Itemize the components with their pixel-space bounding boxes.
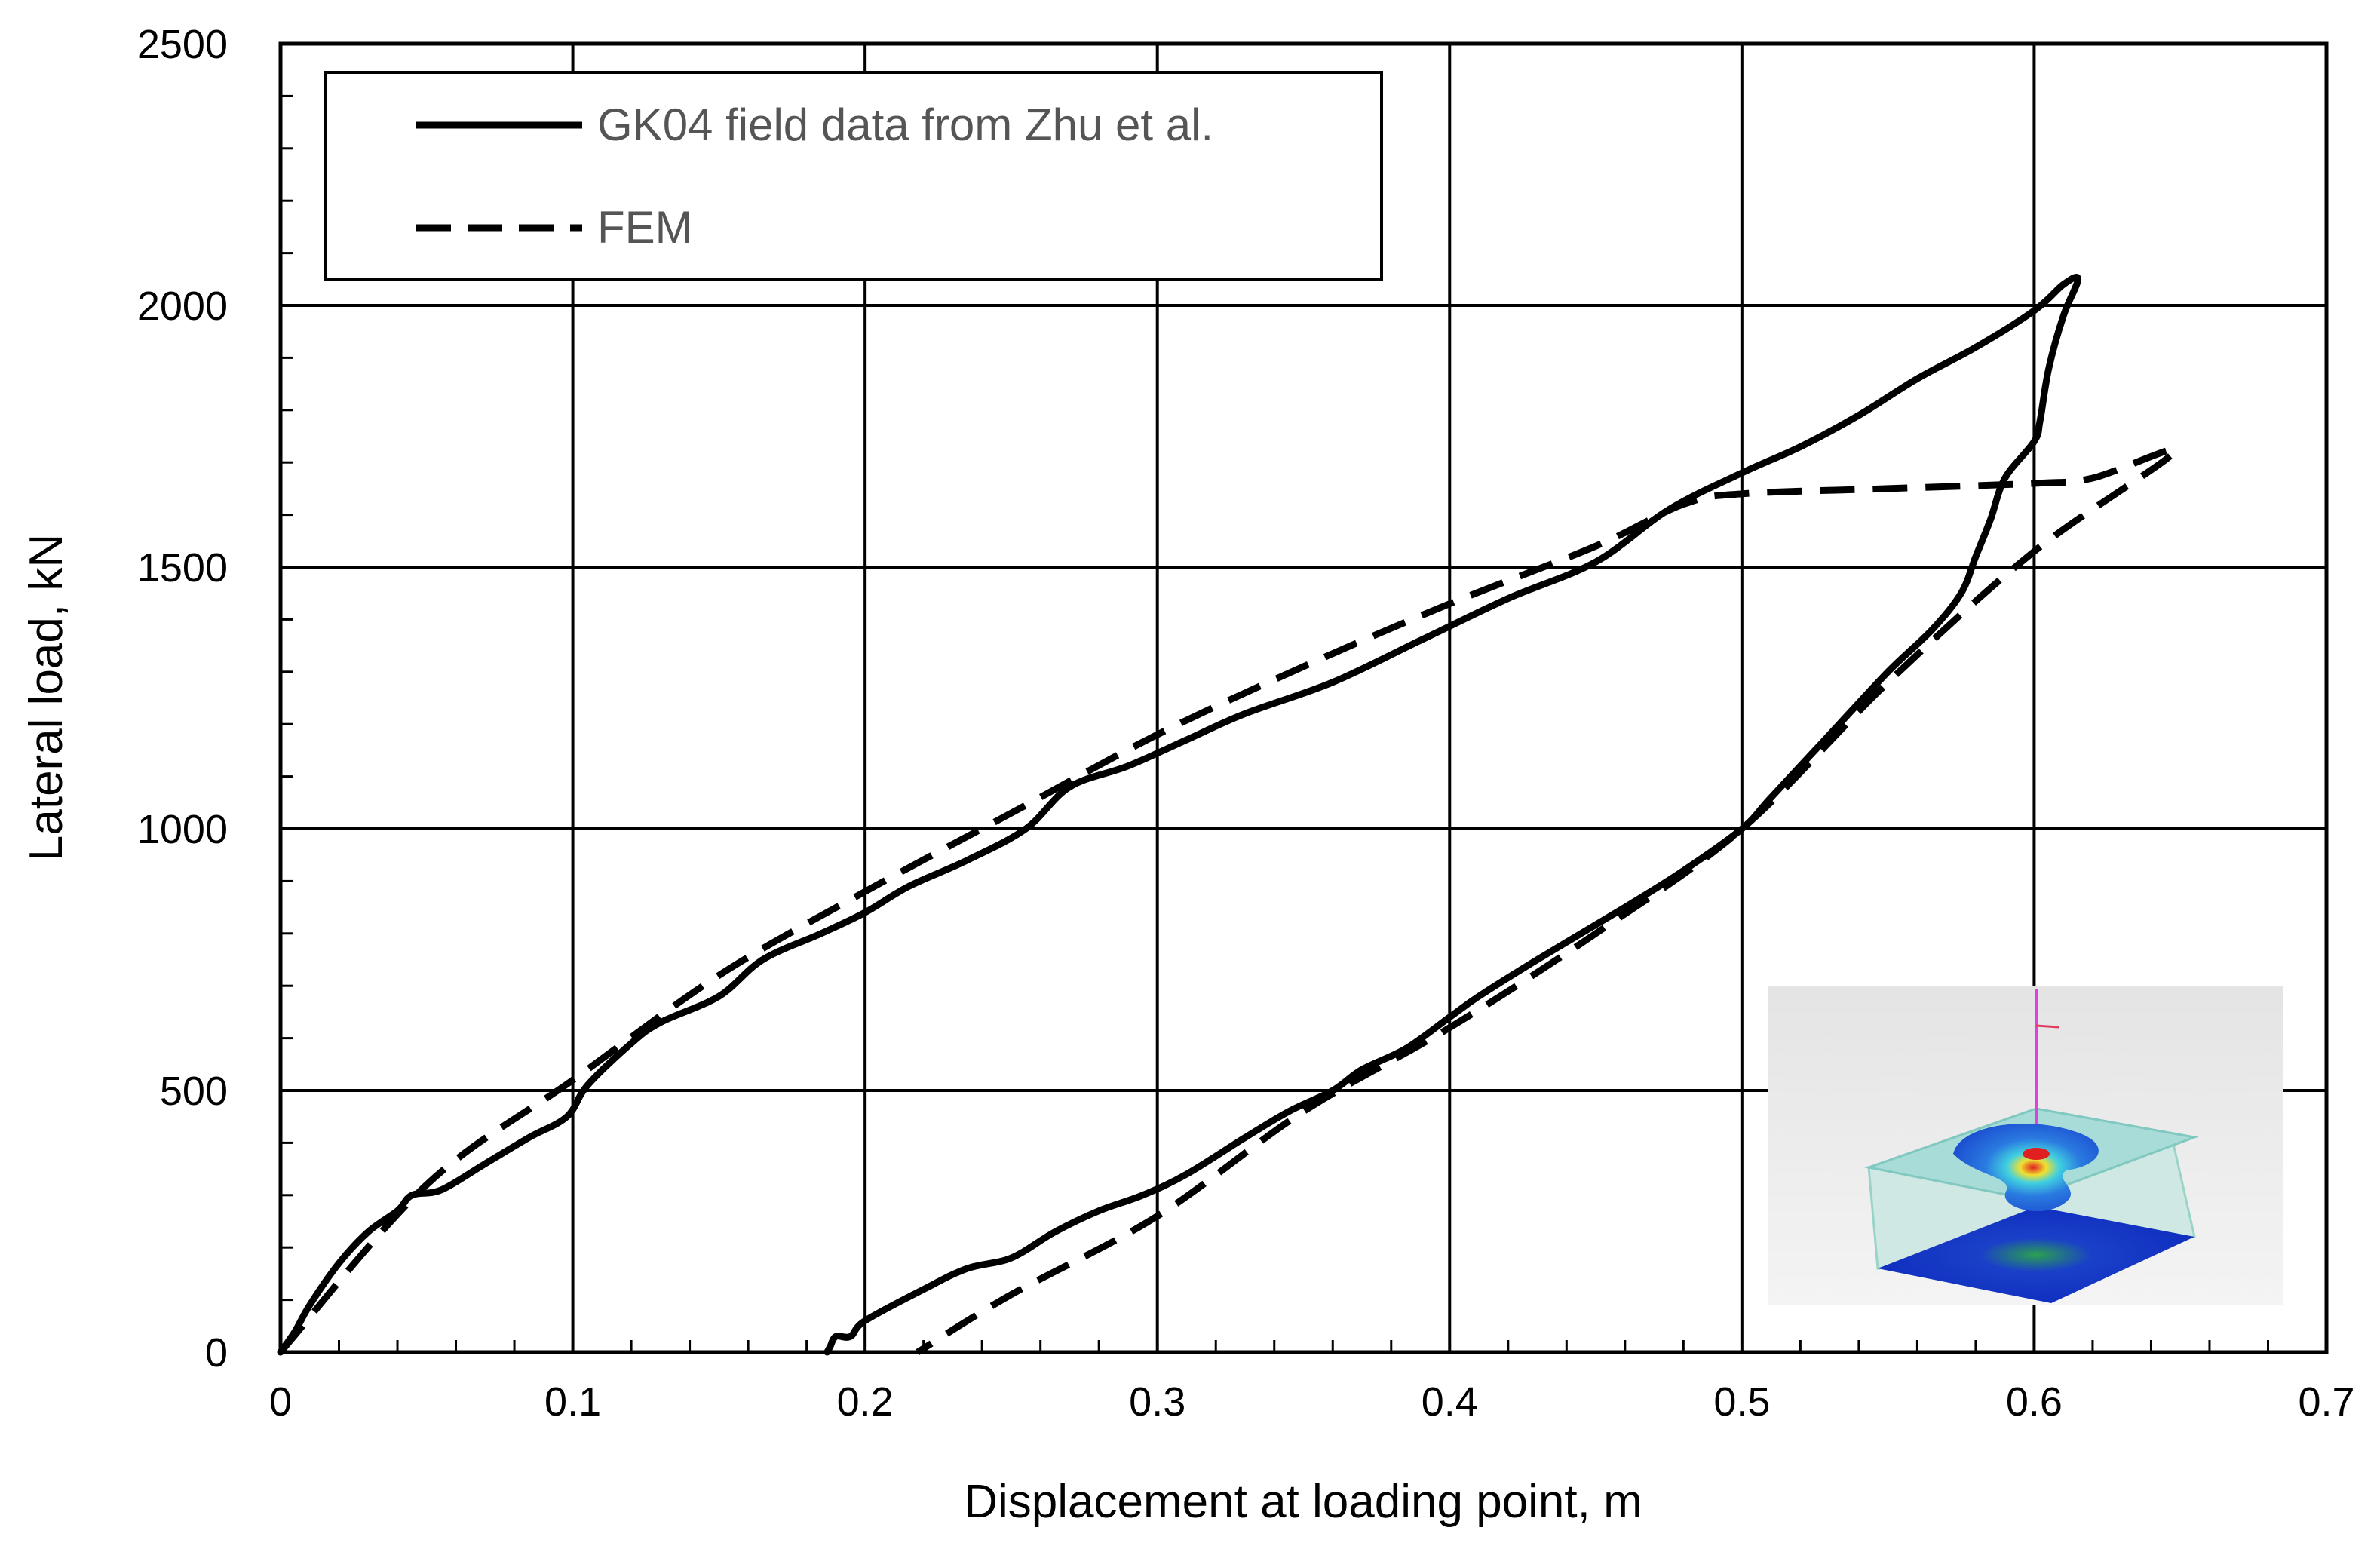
y-tick-label: 1000 <box>137 807 228 852</box>
legend-label-fem: FEM <box>597 202 693 253</box>
series-line-field-data <box>277 273 2082 1356</box>
legend-box <box>324 71 1383 281</box>
series-layer <box>277 273 2179 1356</box>
x-axis-title: Displacement at loading point, m <box>964 1476 1642 1528</box>
x-tick-labels: 0 0.1 0.2 0.3 0.4 0.5 0.6 0.7 <box>269 1379 2355 1425</box>
y-tick-label: 2500 <box>137 22 228 67</box>
y-tick-label: 500 <box>160 1069 228 1114</box>
fem-model-inset-image <box>1768 986 2283 1305</box>
y-axis-title: Lateral load, kN <box>20 534 72 861</box>
series-line-fem <box>278 446 2179 1355</box>
x-tick-label: 0.1 <box>544 1379 601 1425</box>
x-tick-label: 0 <box>269 1379 292 1425</box>
x-tick-label: 0.5 <box>1713 1379 1770 1425</box>
legend: GK04 field data from Zhu et al. FEM <box>324 71 1383 281</box>
plot-area-frame <box>278 41 2329 1354</box>
x-tick-label: 0.3 <box>1129 1379 1185 1425</box>
x-tick-label: 0.7 <box>2298 1379 2354 1425</box>
x-tick-label: 0.4 <box>1422 1379 1478 1425</box>
y-tick-label: 0 <box>205 1330 228 1376</box>
legend-label-field-data: GK04 field data from Zhu et al. <box>597 100 1213 150</box>
x-tick-label: 0.6 <box>2006 1379 2063 1425</box>
x-tick-label: 0.2 <box>837 1379 894 1425</box>
y-tick-label: 2000 <box>137 284 228 329</box>
y-tick-labels: 0 500 1000 1500 2000 2500 <box>137 22 228 1376</box>
y-tick-label: 1500 <box>137 545 228 590</box>
